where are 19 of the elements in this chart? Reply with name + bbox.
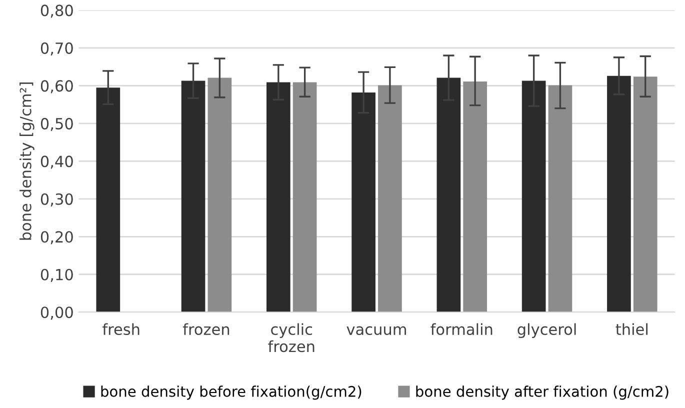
x-tick-label: glycerol (518, 323, 576, 338)
legend-label: bone density after fixation (g/cm2) (416, 386, 668, 400)
y-tick-label: 0,40 (40, 156, 73, 169)
x-tick-label: thiel (616, 323, 648, 336)
legend-label: bone density before fixation(g/cm2) (101, 386, 362, 400)
y-tick-label: 0,00 (40, 306, 73, 320)
y-tick-label: 0,80 (40, 4, 73, 18)
y-tick-label: 0,70 (40, 42, 73, 56)
y-axis-title: bone density [g/cm²] (20, 82, 34, 240)
y-tick-label: 0,30 (40, 193, 73, 206)
x-tick-label: fresh (102, 323, 140, 336)
x-tick-label: formalin (430, 323, 492, 336)
x-tick-label: frozen (182, 323, 230, 336)
y-tick-label: 0,50 (40, 118, 73, 131)
y-tick-label: 0,10 (40, 268, 73, 282)
y-tick-label: 0,60 (40, 80, 73, 94)
y-tick-label: 0,20 (40, 231, 73, 244)
x-tick-label: cyclic frozen (268, 323, 314, 352)
x-tick-label: vacuum (346, 326, 406, 336)
